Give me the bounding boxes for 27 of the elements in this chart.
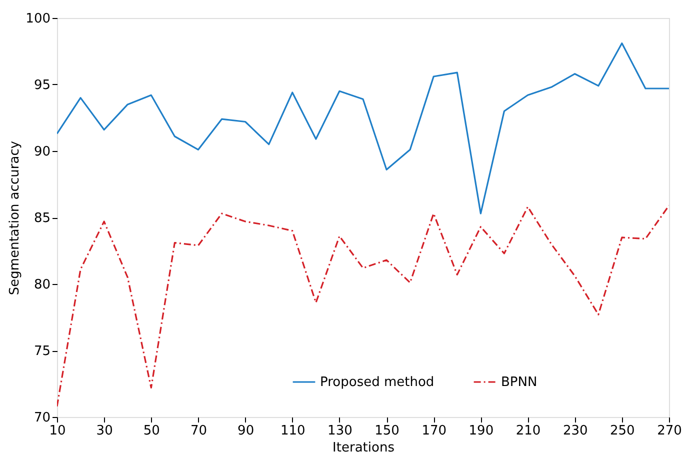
legend-label: Proposed method <box>320 375 434 390</box>
y-axis-title: Segmentation accuracy <box>8 140 23 296</box>
x-tick-label: 170 <box>422 424 447 438</box>
y-tick-label: 100 <box>26 12 50 26</box>
y-tick-label: 85 <box>34 211 50 226</box>
y-tick-label: 75 <box>34 344 50 359</box>
x-tick-label: 210 <box>516 424 541 438</box>
y-tick-label: 90 <box>34 144 50 160</box>
line-series <box>57 204 669 408</box>
x-axis-title: Iterations <box>332 440 395 456</box>
x-tick-label: 190 <box>468 424 494 438</box>
y-tick-label: 80 <box>34 278 50 292</box>
x-tick-label: 30 <box>96 424 113 438</box>
x-tick-label: 110 <box>280 424 306 438</box>
x-tick-label: 230 <box>562 424 588 438</box>
x-tick-label: 70 <box>190 424 208 438</box>
x-tick-label: 130 <box>328 424 352 438</box>
x-tick-label: 250 <box>610 424 635 438</box>
y-tick-label: 70 <box>34 410 50 426</box>
x-tick-label: 10 <box>49 424 66 438</box>
x-tick-label: 50 <box>143 424 160 438</box>
line-series <box>57 42 669 214</box>
y-tick-label: 95 <box>34 78 50 93</box>
x-tick-label: 90 <box>238 424 254 438</box>
x-tick-label: 150 <box>374 424 400 438</box>
x-tick-label: 270 <box>657 424 682 438</box>
legend-label: BPNN <box>501 375 538 390</box>
